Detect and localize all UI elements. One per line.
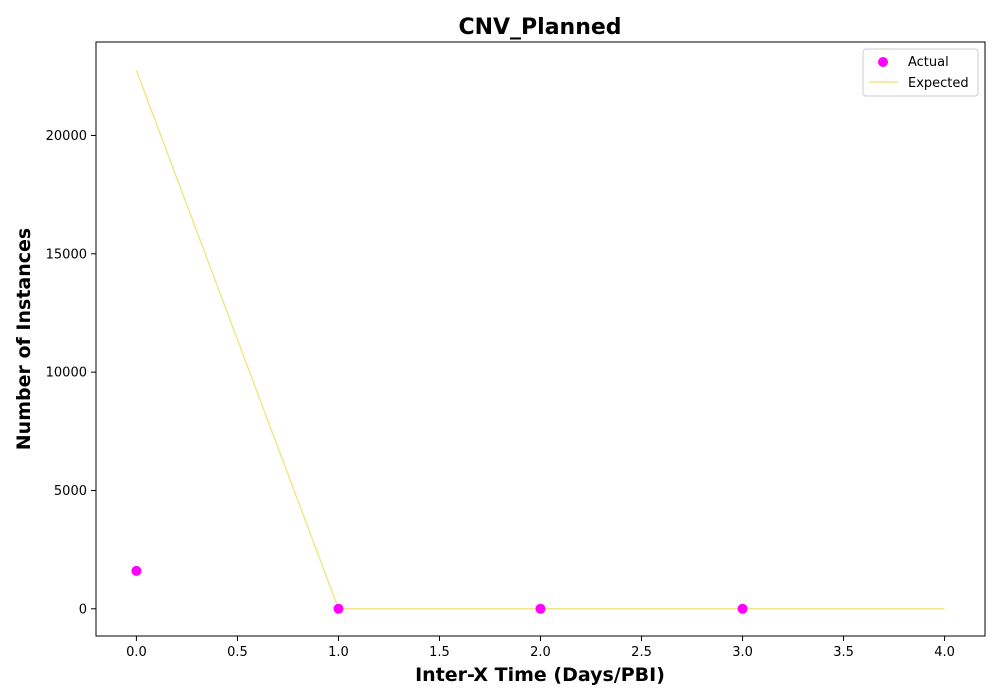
data-point-actual — [333, 603, 344, 614]
x-axis-ticks: 0.0 0.5 1.0 1.5 2.0 2.5 3.0 3.5 4.0 — [126, 636, 955, 660]
x-tick-label: 2.5 — [631, 645, 652, 660]
y-tick-label: 5000 — [54, 484, 87, 499]
y-axis-ticks: 0 5000 10000 15000 20000 — [46, 129, 96, 617]
x-tick-label: 2.0 — [530, 645, 551, 660]
plot-frame — [95, 41, 986, 637]
x-axis-label: Inter-X Time (Days/PBI) — [415, 664, 665, 686]
y-tick-label: 15000 — [46, 247, 87, 262]
y-tick-label: 10000 — [46, 366, 87, 381]
x-tick-label: 0.5 — [227, 645, 248, 660]
series-line-expected — [135, 70, 945, 610]
legend-box — [862, 48, 979, 97]
x-tick-label: 3.5 — [833, 645, 854, 660]
legend-marker-actual — [878, 57, 888, 67]
legend-label-expected: Expected — [908, 76, 969, 91]
data-point-actual — [535, 603, 546, 614]
x-tick-label: 1.0 — [328, 645, 349, 660]
data-point-actual — [131, 565, 142, 576]
y-tick-label: 0 — [79, 602, 87, 617]
chart-title: CNV_Planned — [458, 15, 621, 40]
data-point-actual — [737, 603, 748, 614]
series-layer — [131, 70, 945, 614]
legend-label-actual: Actual — [908, 55, 949, 70]
x-tick-label: 1.5 — [429, 645, 450, 660]
x-tick-label: 4.0 — [934, 645, 955, 660]
y-axis-label: Number of Instances — [13, 228, 35, 450]
x-tick-label: 0.0 — [126, 645, 147, 660]
x-tick-label: 3.0 — [732, 645, 753, 660]
legend: Actual Expected — [862, 48, 979, 97]
y-tick-label: 20000 — [46, 129, 87, 144]
